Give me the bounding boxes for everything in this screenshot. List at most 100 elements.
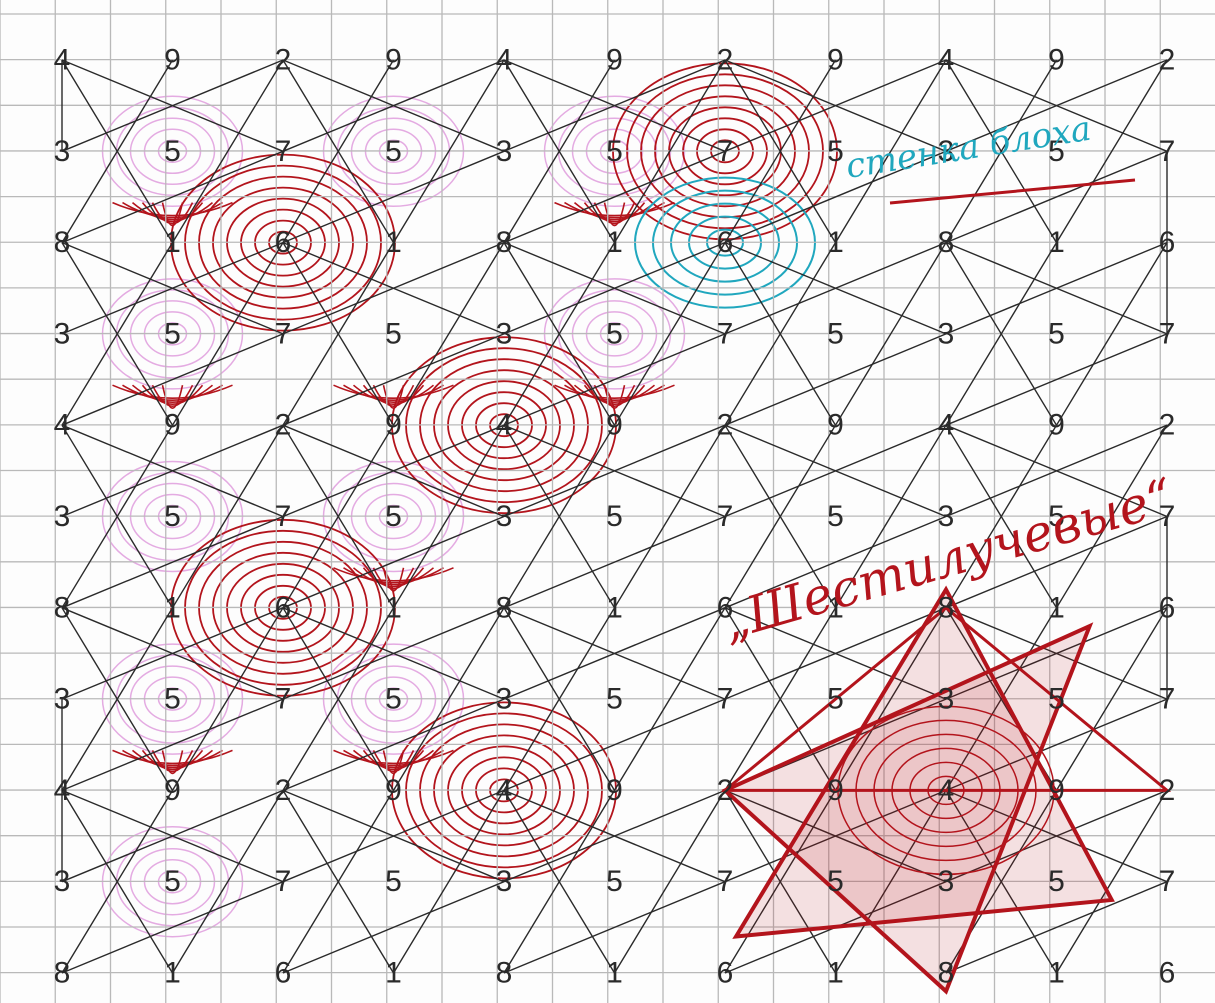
connector-line [613,790,726,974]
star-triangle-up [732,585,1115,939]
connector-line [282,790,395,974]
connector-line [171,790,284,974]
star-field-ring [873,733,1019,848]
connector-line [282,424,395,609]
red-field-arc [112,749,233,765]
connector-line [945,59,1168,152]
grid-digit: 5 [164,317,181,350]
connector-line [61,333,284,426]
grid-digit: 9 [385,774,402,807]
connector-line [503,607,726,700]
connector-line [503,424,616,609]
grid-digit: 9 [385,44,402,77]
grid-digit: 9 [164,774,181,807]
grid-digit: 2 [717,409,734,442]
red-field-arc [122,201,223,219]
connector-line [392,424,505,609]
grid-digit: 5 [606,683,623,716]
connector-line [945,333,1168,426]
grid-digit: 6 [717,226,734,259]
red-field-arc [564,201,665,219]
grid-digit: 3 [496,317,513,350]
grid-digit: 7 [275,683,292,716]
connector-line [171,607,284,791]
red-field-arc [151,384,194,407]
grid-digit: 7 [275,317,292,350]
grid-digit: 6 [717,957,734,990]
connector-line [282,242,395,426]
connector-line [503,242,616,426]
grid-digit: 8 [496,591,513,624]
grid-digit: 7 [717,317,734,350]
connector-line [724,607,947,700]
grid-digit: 7 [717,500,734,533]
red-field-arc [352,749,435,769]
grid-digit: 9 [1048,774,1065,807]
red-field-arc [161,750,184,774]
grid-digit: 9 [606,44,623,77]
grid-digit: 4 [938,774,955,807]
red-field-arc [131,201,214,221]
connector-line [392,59,505,243]
connector-line [724,59,837,243]
teal-underline [889,178,1136,205]
star-field-ring [891,747,1001,834]
connector-line [282,59,505,152]
connector-line [61,881,284,974]
star-field-ring [909,761,983,820]
red-field-arc [372,567,415,590]
grid-digit: 4 [54,409,71,442]
connector-line [945,59,1058,243]
connector-line [503,789,726,883]
connector-line [171,424,284,609]
red-field-arc [141,384,204,405]
red-field-arc [603,385,626,409]
connector-line [945,242,1058,426]
grid-digit: 1 [164,957,181,990]
connector-line [392,242,505,426]
grid-digit: 5 [385,500,402,533]
connector-line [61,607,174,791]
red-field-arc [333,749,454,765]
connector-line [392,790,505,974]
grid-digit: 1 [827,226,844,259]
grid-digit: 3 [54,135,71,168]
connector-line [503,333,726,426]
connector-line [61,424,174,609]
grid-digit: 5 [1048,500,1065,533]
red-field-arc [161,202,184,227]
grid-digit: 8 [938,957,955,990]
grid-digit: 5 [1048,683,1065,716]
grid-digit: 5 [385,865,402,898]
connector-line [724,424,837,609]
red-field-arc [583,384,646,405]
connector-line [613,424,726,609]
connector-line [503,150,726,244]
connector-line [282,789,505,883]
grid-digit: 1 [606,957,623,990]
red-field-arc [593,384,636,407]
connector-line [282,607,395,791]
grid-digit: 3 [54,500,71,533]
grid-digit: 2 [1159,409,1176,442]
connector-line [282,150,505,244]
grid-digit: 4 [938,409,955,442]
grid-digit: 5 [606,135,623,168]
grid-digit: 6 [1159,226,1176,259]
red-field-arc [362,567,425,588]
grid-digit: 8 [54,226,71,259]
grid-digit: 1 [164,226,181,259]
grid-digit: 9 [606,409,623,442]
grid-digit: 5 [385,683,402,716]
connector-line [834,242,947,426]
red-field-arc [372,750,415,772]
grid-digit: 9 [827,409,844,442]
grid-digit: 8 [938,226,955,259]
grid-digit: 4 [54,774,71,807]
connector-line [945,150,1168,244]
grid-digit: 3 [496,135,513,168]
connector-line [282,607,505,700]
connector-line [945,607,1168,700]
grid-digit: 5 [827,135,844,168]
grid-digit: 2 [1159,44,1176,77]
